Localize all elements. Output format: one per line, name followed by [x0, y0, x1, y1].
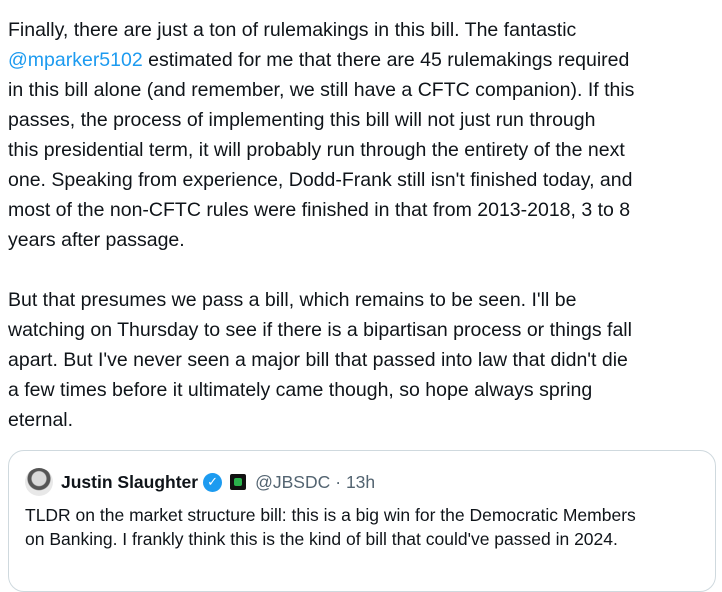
post-line: @mparker5102 estimated for me that there… — [8, 45, 722, 75]
post-line-text: estimated for me that there are 45 rulem… — [142, 49, 630, 71]
quote-line: TLDR on the market structure bill: this … — [25, 505, 636, 525]
post-line: this presidential term, it will probably… — [8, 139, 625, 161]
verified-badge-icon: ✓ — [203, 472, 223, 492]
quoted-post-header: Justin Slaughter ✓ @JBSDC · 13h — [25, 468, 375, 496]
post-line: But that presumes we pass a bill, which … — [8, 289, 577, 311]
quoted-post-text: TLDR on the market structure bill: this … — [25, 503, 636, 551]
quoted-post[interactable]: Justin Slaughter ✓ @JBSDC · 13h TLDR on … — [8, 450, 716, 592]
post-line: a few times before it ultimately came th… — [8, 379, 593, 401]
avatar[interactable] — [25, 468, 53, 496]
post-line: eternal. — [8, 409, 74, 431]
post-line: in this bill alone (and remember, we sti… — [8, 79, 635, 101]
post-line: apart. But I've never seen a major bill … — [8, 349, 628, 371]
timestamp[interactable]: · 13h — [335, 471, 376, 492]
post-line: one. Speaking from experience, Dodd-Fran… — [8, 169, 633, 191]
quote-line: on Banking. I frankly think this is the … — [25, 529, 618, 549]
post-line: Finally, there are just a ton of rulemak… — [8, 19, 577, 41]
affiliation-badge-icon — [230, 474, 247, 490]
author-handle[interactable]: @JBSDC — [255, 471, 331, 492]
post-line: watching on Thursday to see if there is … — [8, 319, 632, 341]
post-text: Finally, there are just a ton of rulemak… — [8, 15, 722, 435]
post-line: passes, the process of implementing this… — [8, 109, 596, 131]
author-name[interactable]: Justin Slaughter — [61, 471, 199, 492]
post-line: most of the non-CFTC rules were finished… — [8, 199, 631, 221]
blank-line — [8, 255, 722, 285]
mention-link[interactable]: @mparker5102 — [8, 49, 143, 71]
post-line: years after passage. — [8, 229, 185, 251]
